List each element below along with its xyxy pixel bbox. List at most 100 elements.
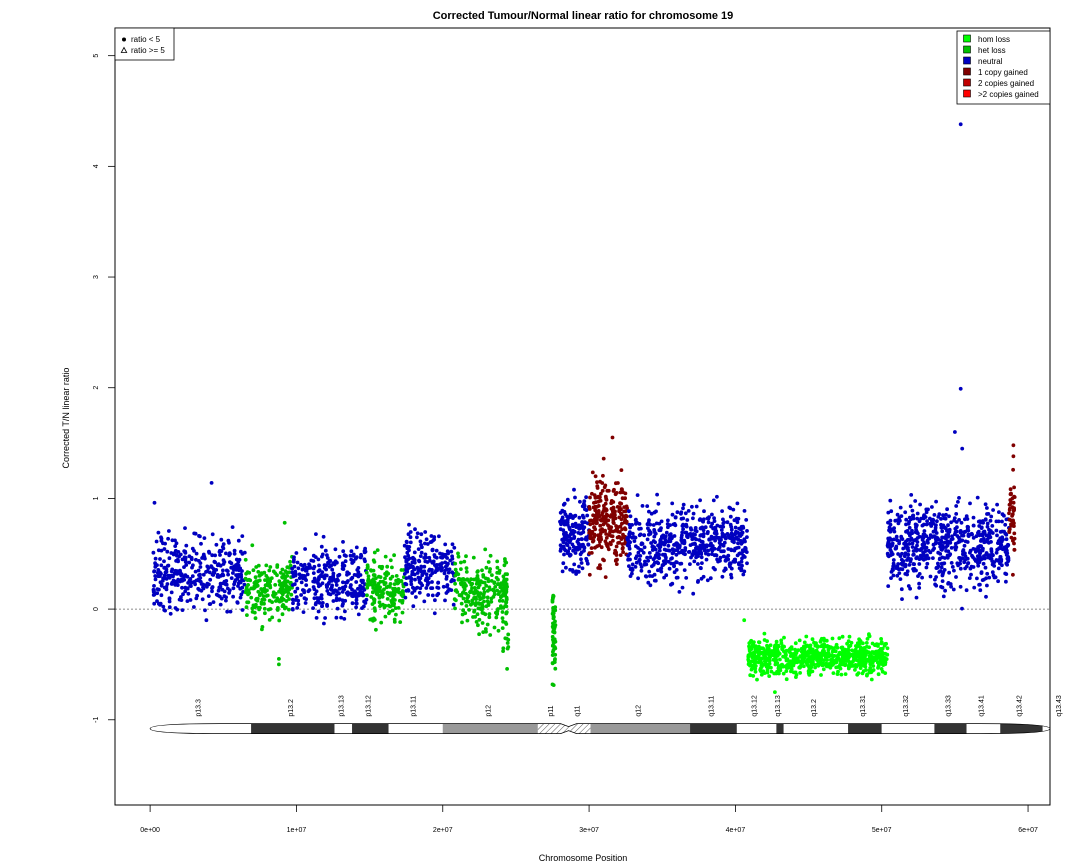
- data-point: [729, 572, 733, 577]
- band-q13.32: [881, 723, 935, 734]
- data-point: [596, 566, 601, 570]
- data-point: [990, 559, 995, 563]
- data-point: [407, 575, 412, 579]
- data-point: [324, 563, 329, 568]
- data-point: [578, 499, 582, 504]
- data-point: [985, 524, 990, 529]
- data-point: [424, 537, 429, 542]
- data-point: [742, 547, 747, 552]
- data-point: [287, 607, 291, 612]
- data-point: [451, 602, 456, 607]
- data-point: [449, 549, 454, 554]
- data-point: [779, 638, 784, 643]
- data-point: [989, 514, 994, 519]
- data-point: [487, 585, 492, 590]
- data-point: [971, 536, 976, 540]
- data-point: [742, 509, 747, 513]
- data-point: [551, 649, 555, 654]
- data-point: [245, 600, 250, 605]
- data-point: [604, 496, 608, 501]
- band-label: q13.42: [1016, 695, 1023, 717]
- data-point: [333, 547, 338, 552]
- data-point: [379, 620, 384, 625]
- data-point: [558, 549, 563, 553]
- data-point: [954, 575, 958, 579]
- data-point: [453, 573, 458, 578]
- data-point: [601, 473, 605, 478]
- data-point: [599, 537, 604, 542]
- data-point: [483, 547, 488, 552]
- data-point: [609, 534, 614, 538]
- data-point: [915, 540, 920, 544]
- data-point: [497, 568, 502, 573]
- data-point: [1009, 492, 1013, 496]
- data-point: [398, 620, 403, 624]
- data-point: [669, 582, 673, 587]
- data-point: [953, 547, 958, 552]
- data-point: [595, 484, 600, 488]
- data-point: [264, 563, 269, 568]
- data-point: [716, 547, 721, 551]
- data-point: [995, 533, 999, 538]
- data-point: [857, 662, 862, 666]
- data-point: [754, 660, 758, 664]
- data-point: [187, 578, 192, 583]
- data-point: [1012, 531, 1017, 536]
- data-point: [645, 504, 650, 508]
- data-point: [684, 530, 689, 535]
- data-point: [260, 597, 265, 602]
- data-point: [691, 516, 695, 521]
- data-point: [979, 538, 984, 542]
- data-point: [972, 585, 977, 590]
- data-point: [313, 592, 318, 596]
- data-point: [773, 656, 778, 660]
- data-point: [159, 571, 163, 576]
- data-point: [593, 545, 597, 550]
- data-point: [982, 529, 987, 534]
- data-point: [603, 521, 608, 525]
- data-point: [567, 534, 572, 539]
- data-point: [611, 529, 616, 534]
- data-point: [740, 530, 745, 535]
- data-point: [456, 554, 461, 559]
- data-point: [179, 598, 184, 602]
- data-point: [599, 491, 603, 496]
- data-point: [915, 511, 920, 516]
- data-point: [194, 551, 199, 556]
- filled-circle-icon: [122, 37, 126, 42]
- data-point: [720, 574, 725, 579]
- data-point: [905, 538, 910, 542]
- data-point: [562, 522, 567, 527]
- data-point: [751, 674, 756, 678]
- data-point: [356, 570, 361, 575]
- data-point: [666, 543, 671, 548]
- data-point: [617, 540, 622, 545]
- data-point: [942, 540, 947, 545]
- data-point: [610, 435, 615, 440]
- data-point: [229, 576, 234, 580]
- data-point: [581, 530, 586, 534]
- data-point: [934, 566, 939, 570]
- data-point: [572, 487, 576, 492]
- data-point: [304, 583, 309, 587]
- data-point: [236, 563, 241, 568]
- data-point: [495, 559, 500, 564]
- data-point: [292, 557, 296, 562]
- data-point: [257, 593, 262, 598]
- data-point: [155, 587, 160, 591]
- data-point: [924, 507, 929, 512]
- data-point: [354, 545, 359, 550]
- data-point: [183, 526, 187, 530]
- data-point: [387, 611, 391, 616]
- data-point: [340, 590, 345, 594]
- data-point: [728, 506, 733, 511]
- data-point: [977, 533, 982, 537]
- data-point: [372, 560, 377, 564]
- data-point: [453, 561, 458, 566]
- data-point: [865, 673, 869, 678]
- data-point: [169, 551, 174, 555]
- data-point: [938, 556, 942, 561]
- data-point: [295, 560, 300, 565]
- data-point: [593, 474, 598, 479]
- data-point: [397, 598, 402, 603]
